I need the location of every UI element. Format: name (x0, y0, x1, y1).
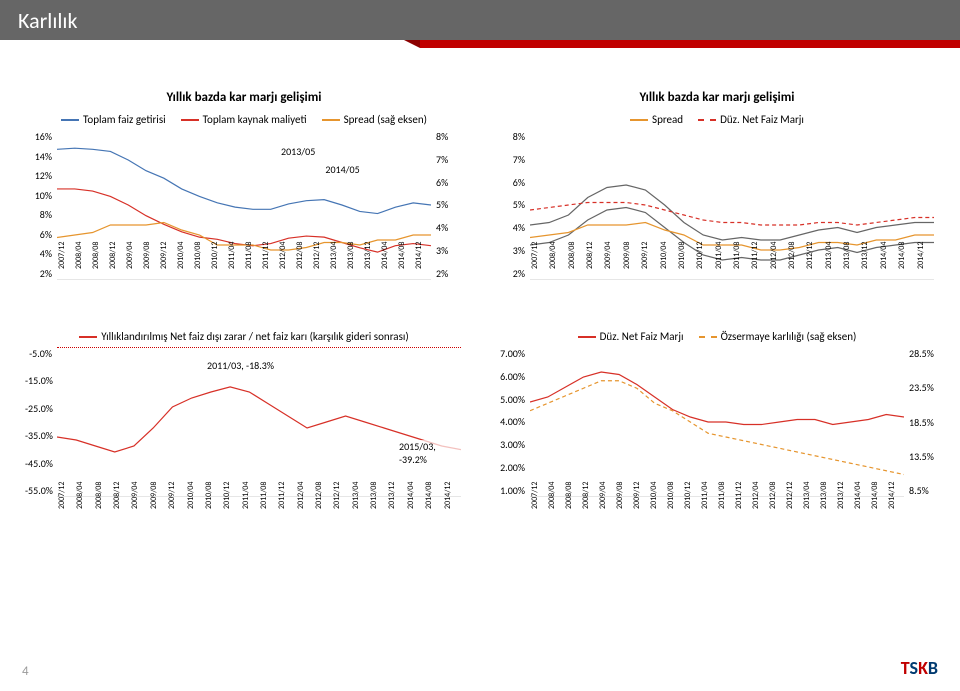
chart1-y-right: 8%7%6%5%4%3%2% (433, 130, 463, 280)
logo-s: S (910, 657, 919, 679)
page-number: 4 (22, 664, 29, 679)
legend-label: Düz. Net Faiz Marjı (720, 113, 804, 126)
chart3-legend: Yıllıklandırılmış Net faiz dışı zarar / … (25, 330, 463, 343)
chart2-y-left: 8%7%6%5%4%3%2% (498, 130, 528, 280)
chart-top-left: Yıllık bazda kar marjı gelişimi Toplam f… (25, 90, 463, 300)
chart3-callout-2: 2015/03, -39.2% (397, 440, 463, 466)
charts-grid: Yıllık bazda kar marjı gelişimi Toplam f… (25, 90, 935, 540)
page-header: Karlılık (0, 0, 960, 40)
chart-bottom-right: Düz. Net Faiz Marjı Özsermaye karlılığı … (498, 330, 936, 540)
legend-label: Yıllıklandırılmış Net faiz dışı zarar / … (101, 330, 408, 343)
legend-label: Spread (652, 113, 683, 126)
header-red-bar (420, 40, 960, 48)
logo-b: B (928, 657, 938, 679)
legend-swatch (698, 119, 716, 121)
logo-t: T (901, 657, 910, 679)
chart3-plot: -5.0%-15.0%-25.0%-35.0%-45.0%-55.0% 2011… (25, 347, 463, 497)
chart1-callout-1: 2013/05 (279, 145, 317, 158)
tskb-logo: TSKB (901, 657, 938, 679)
chart1-title: Yıllık bazda kar marjı gelişimi (25, 90, 463, 105)
legend-swatch (79, 336, 97, 338)
chart2-title: Yıllık bazda kar marjı gelişimi (498, 90, 936, 105)
legend-swatch (181, 119, 199, 121)
legend-swatch (630, 119, 648, 121)
chart1-legend: Toplam faiz getirisi Toplam kaynak maliy… (25, 113, 463, 126)
chart3-callout-1: 2011/03, -18.3% (205, 359, 276, 372)
legend-label: Düz. Net Faiz Marjı (600, 330, 684, 343)
legend-label: Özsermaye karlılığı (sağ eksen) (721, 330, 857, 343)
chart1-callout-2: 2014/05 (323, 163, 361, 176)
legend-label: Spread (sağ eksen) (344, 113, 427, 126)
chart4-svg (530, 347, 904, 497)
page-title: Karlılık (0, 7, 77, 34)
legend-swatch (578, 336, 596, 338)
chart4-legend: Düz. Net Faiz Marjı Özsermaye karlılığı … (498, 330, 936, 343)
chart-top-right: Yıllık bazda kar marjı gelişimi Spread D… (498, 90, 936, 300)
legend-swatch (699, 336, 717, 338)
chart4-plot-area (530, 347, 904, 497)
chart4-y-left: 7.00%6.00%5.00%4.00%3.00%2.00%1.00% (498, 347, 528, 497)
chart-bottom-left: Yıllıklandırılmış Net faiz dışı zarar / … (25, 330, 463, 540)
chart3-x-axis: 2007/122008/042008/082008/122009/042009/… (57, 482, 461, 522)
chart3-y-left: -5.0%-15.0%-25.0%-35.0%-45.0%-55.0% (25, 347, 55, 497)
chart2-x-axis: 2007/122008/042008/082008/122009/042009/… (530, 242, 934, 282)
legend-label: Toplam kaynak maliyeti (203, 113, 307, 126)
legend-swatch (61, 119, 79, 121)
chart1-x-axis: 2007/122008/042008/082008/122009/042009/… (57, 242, 431, 282)
chart4-x-axis: 2007/122008/042008/082008/122009/042009/… (530, 482, 904, 522)
chart2-legend: Spread Düz. Net Faiz Marjı (498, 113, 936, 126)
logo-k: K (918, 657, 928, 679)
chart1-y-left: 16%14%12%10%8%6%4%2% (25, 130, 55, 280)
header-red-triangle (404, 40, 420, 48)
chart4-plot: 7.00%6.00%5.00%4.00%3.00%2.00%1.00% 28.5… (498, 347, 936, 497)
legend-label: Toplam faiz getirisi (83, 113, 166, 126)
chart4-y-right: 28.5%23.5%18.5%13.5%8.5% (906, 347, 936, 497)
legend-swatch (322, 119, 340, 121)
